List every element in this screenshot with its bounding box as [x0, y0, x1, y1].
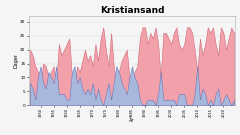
X-axis label: År: År	[129, 119, 135, 124]
Y-axis label: Dager: Dager	[14, 53, 19, 68]
Title: Kristiansand: Kristiansand	[100, 6, 164, 15]
